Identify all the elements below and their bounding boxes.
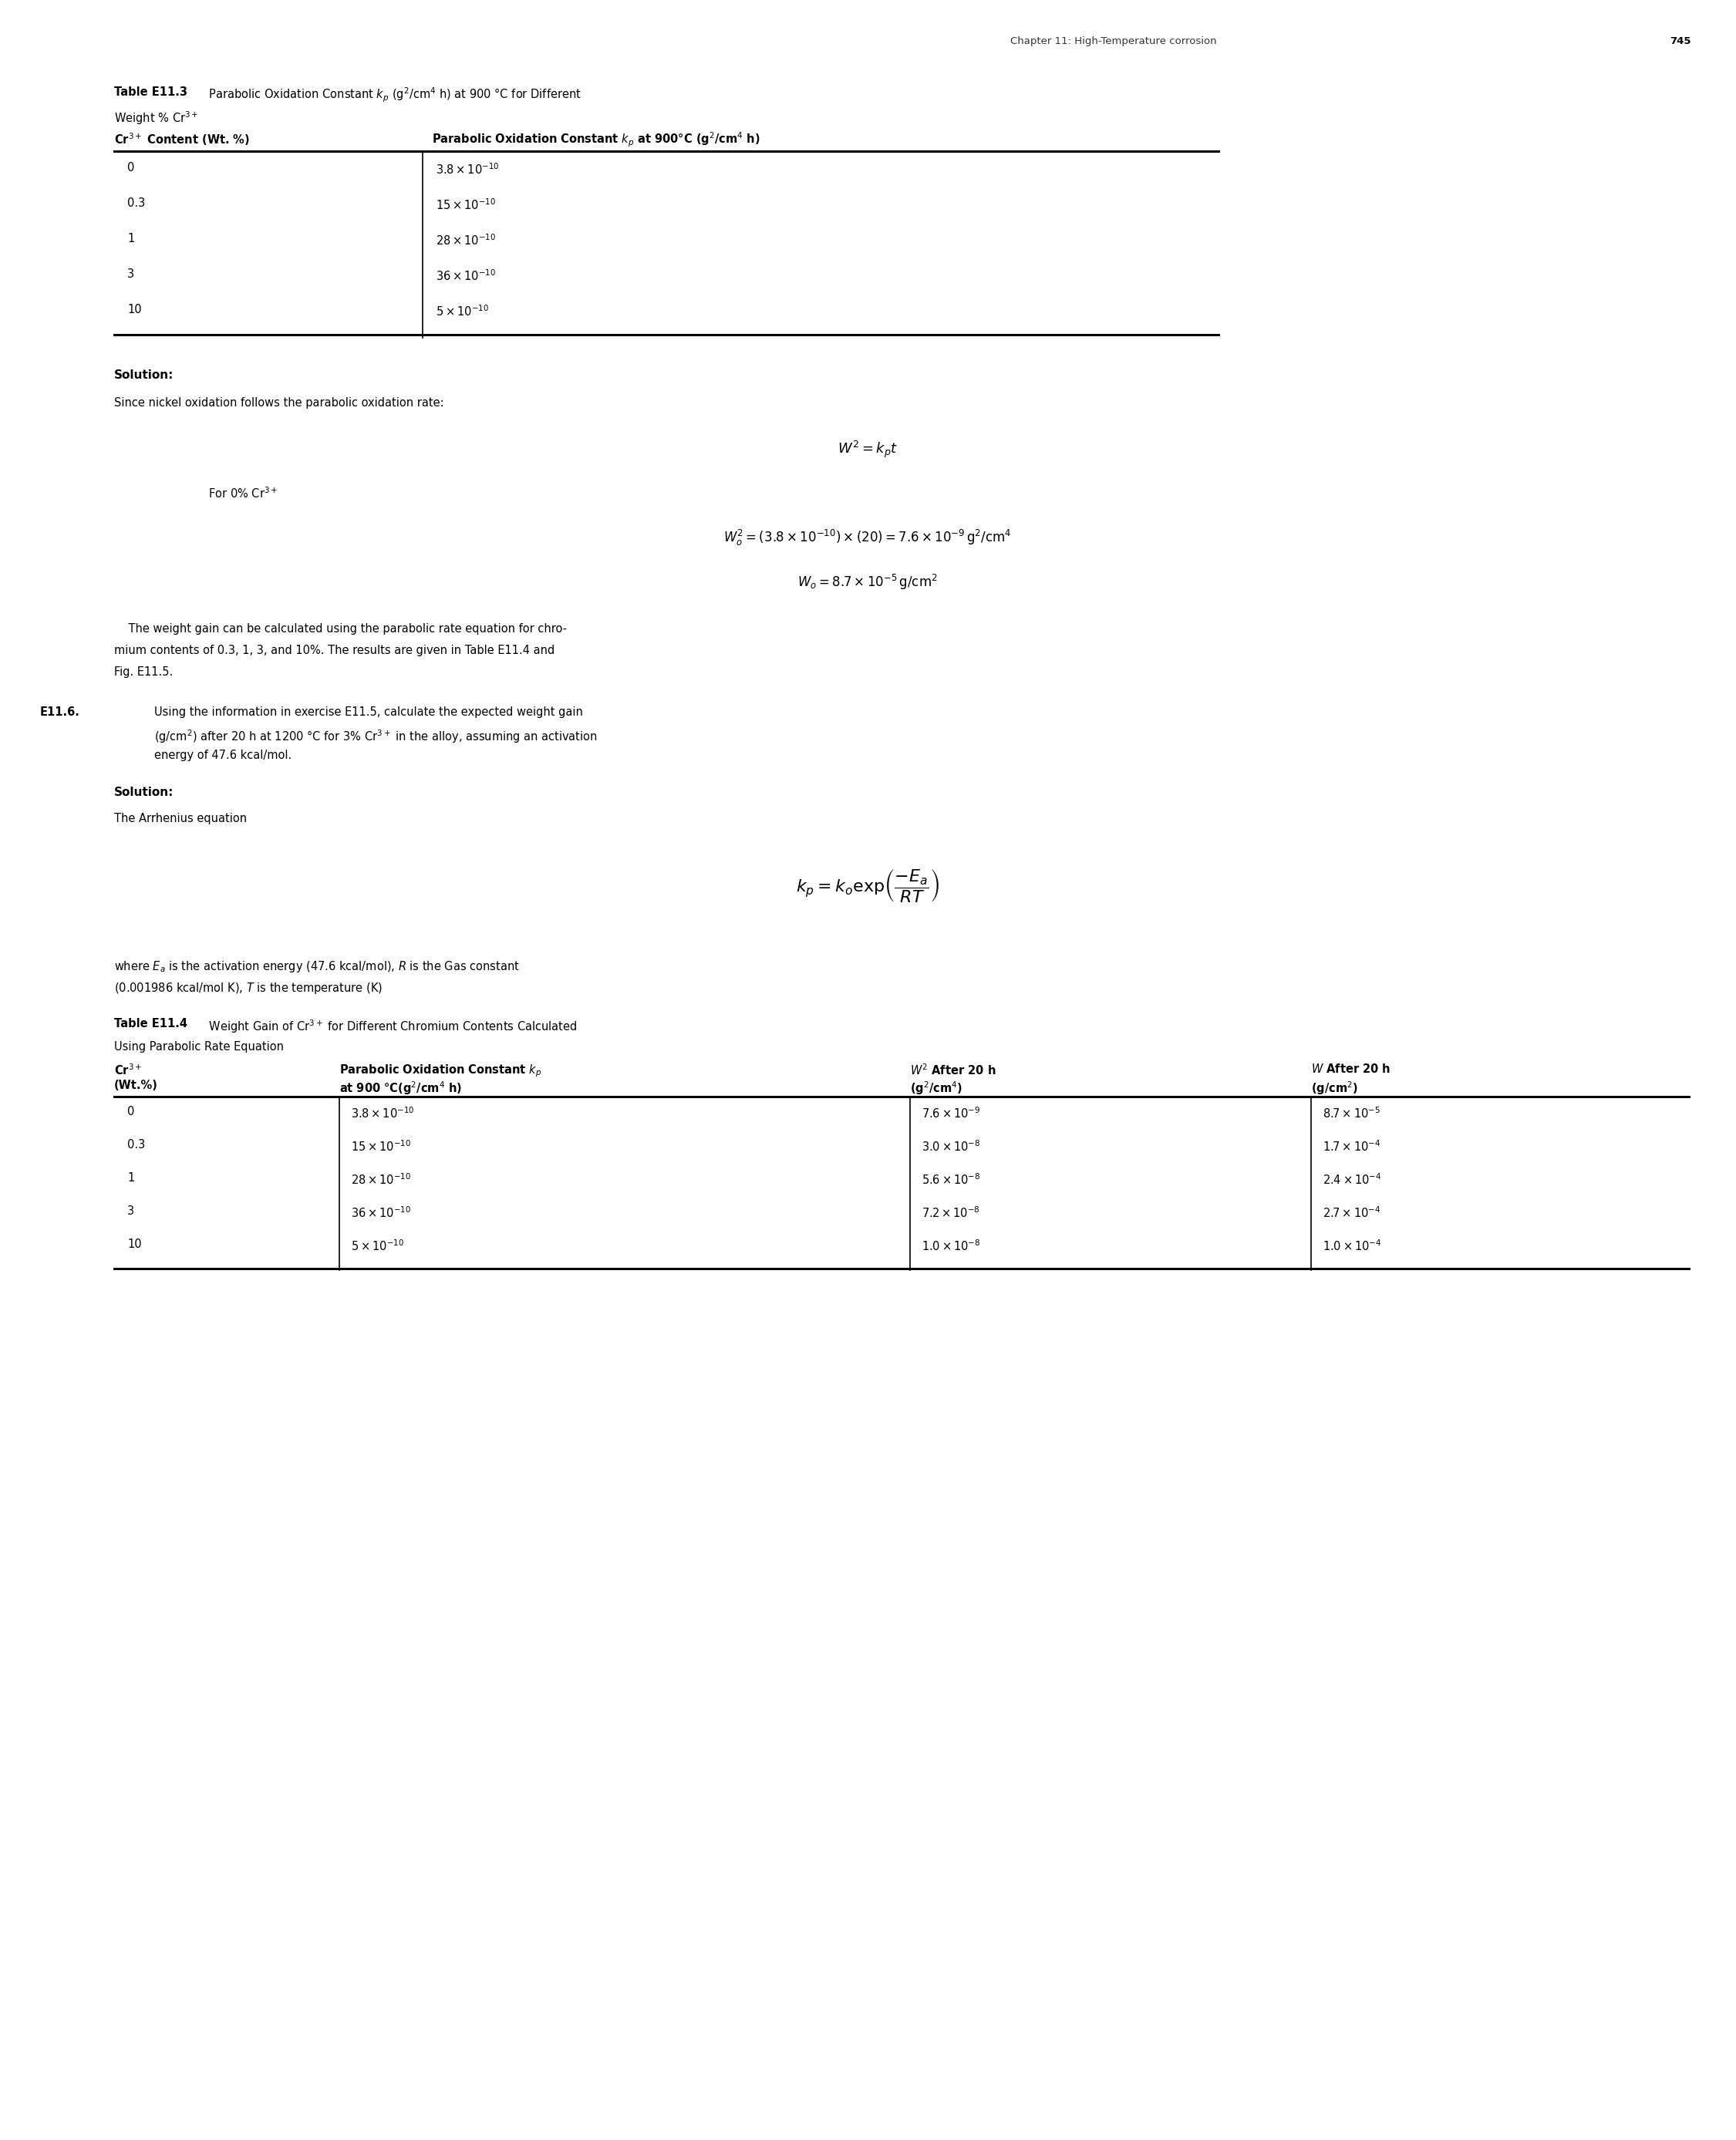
Text: Cr$^{3+}$ Content (Wt. %): Cr$^{3+}$ Content (Wt. %) (115, 131, 250, 148)
Text: $15 \times 10^{-10}$: $15 \times 10^{-10}$ (436, 197, 496, 212)
Text: $2.4 \times 10^{-4}$: $2.4 \times 10^{-4}$ (1323, 1173, 1382, 1186)
Text: For 0% Cr$^{3+}$: For 0% Cr$^{3+}$ (208, 486, 278, 501)
Text: (g/cm$^2$) after 20 h at 1200 °C for 3% Cr$^{3+}$ in the alloy, assuming an acti: (g/cm$^2$) after 20 h at 1200 °C for 3% … (155, 728, 597, 745)
Text: $8.7 \times 10^{-5}$: $8.7 \times 10^{-5}$ (1323, 1106, 1380, 1119)
Text: Using the information in exercise E11.5, calculate the expected weight gain: Using the information in exercise E11.5,… (155, 706, 583, 717)
Text: $1.0 \times 10^{-4}$: $1.0 \times 10^{-4}$ (1323, 1239, 1382, 1252)
Text: 0.3: 0.3 (127, 1138, 146, 1151)
Text: Since nickel oxidation follows the parabolic oxidation rate:: Since nickel oxidation follows the parab… (115, 398, 444, 409)
Text: $28 \times 10^{-10}$: $28 \times 10^{-10}$ (351, 1173, 411, 1186)
Text: 10: 10 (127, 1239, 142, 1250)
Text: $7.6 \times 10^{-9}$: $7.6 \times 10^{-9}$ (922, 1106, 981, 1119)
Text: (Wt.%): (Wt.%) (115, 1081, 158, 1091)
Text: energy of 47.6 kcal/mol.: energy of 47.6 kcal/mol. (155, 749, 292, 762)
Text: The Arrhenius equation: The Arrhenius equation (115, 813, 247, 824)
Text: Chapter 11: High-Temperature corrosion: Chapter 11: High-Temperature corrosion (1010, 36, 1217, 47)
Text: 745: 745 (1670, 36, 1691, 47)
Text: $3.8 \times 10^{-10}$: $3.8 \times 10^{-10}$ (436, 163, 500, 175)
Text: $36 \times 10^{-10}$: $36 \times 10^{-10}$ (351, 1205, 411, 1220)
Text: Table E11.4: Table E11.4 (115, 1019, 187, 1029)
Text: (g/cm$^2$): (g/cm$^2$) (1311, 1081, 1358, 1096)
Text: $5 \times 10^{-10}$: $5 \times 10^{-10}$ (351, 1239, 404, 1252)
Text: E11.6.: E11.6. (40, 706, 80, 717)
Text: $W_o^2 = (3.8 \times 10^{-10}) \times (20) = 7.6 \times 10^{-9}\,\mathrm{g}^2/\m: $W_o^2 = (3.8 \times 10^{-10}) \times (2… (724, 529, 1012, 548)
Text: Weight % Cr$^{3+}$: Weight % Cr$^{3+}$ (115, 109, 198, 126)
Text: (0.001986 kcal/mol K), $T$ is the temperature (K): (0.001986 kcal/mol K), $T$ is the temper… (115, 980, 382, 995)
Text: where $E_a$ is the activation energy (47.6 kcal/mol), $R$ is the Gas constant: where $E_a$ is the activation energy (47… (115, 959, 519, 974)
Text: Using Parabolic Rate Equation: Using Parabolic Rate Equation (115, 1040, 283, 1053)
Text: $1.7 \times 10^{-4}$: $1.7 \times 10^{-4}$ (1323, 1138, 1380, 1153)
Text: $W_o = 8.7 \times 10^{-5}\,\mathrm{g/cm}^2$: $W_o = 8.7 \times 10^{-5}\,\mathrm{g/cm}… (797, 574, 937, 591)
Text: $36 \times 10^{-10}$: $36 \times 10^{-10}$ (436, 268, 496, 282)
Text: 10: 10 (127, 304, 142, 315)
Text: Fig. E11.5.: Fig. E11.5. (115, 666, 174, 678)
Text: $W^2$ After 20 h: $W^2$ After 20 h (910, 1064, 996, 1076)
Text: at 900 °C(g$^2$/cm$^4$ h): at 900 °C(g$^2$/cm$^4$ h) (339, 1081, 462, 1096)
Text: Parabolic Oxidation Constant $k_p$: Parabolic Oxidation Constant $k_p$ (339, 1064, 542, 1079)
Text: 0: 0 (127, 1106, 134, 1117)
Text: $3.8 \times 10^{-10}$: $3.8 \times 10^{-10}$ (351, 1106, 415, 1119)
Text: The weight gain can be calculated using the parabolic rate equation for chro-: The weight gain can be calculated using … (115, 623, 568, 636)
Text: Solution:: Solution: (115, 788, 174, 798)
Text: Solution:: Solution: (115, 370, 174, 381)
Text: $W^2 = k_p t$: $W^2 = k_p t$ (837, 439, 898, 460)
Text: $2.7 \times 10^{-4}$: $2.7 \times 10^{-4}$ (1323, 1205, 1380, 1220)
Text: $7.2 \times 10^{-8}$: $7.2 \times 10^{-8}$ (922, 1205, 979, 1220)
Text: Weight Gain of Cr$^{3+}$ for Different Chromium Contents Calculated: Weight Gain of Cr$^{3+}$ for Different C… (205, 1019, 576, 1034)
Text: Cr$^{3+}$: Cr$^{3+}$ (115, 1064, 142, 1076)
Text: $28 \times 10^{-10}$: $28 \times 10^{-10}$ (436, 233, 496, 248)
Text: $3.0 \times 10^{-8}$: $3.0 \times 10^{-8}$ (922, 1138, 981, 1153)
Text: 0.3: 0.3 (127, 197, 146, 210)
Text: Parabolic Oxidation Constant $k_p$ at 900°C (g$^2$/cm$^4$ h): Parabolic Oxidation Constant $k_p$ at 90… (432, 131, 760, 150)
Text: Parabolic Oxidation Constant $k_p$ (g$^2$/cm$^4$ h) at 900 °C for Different: Parabolic Oxidation Constant $k_p$ (g$^2… (205, 86, 582, 105)
Text: $15 \times 10^{-10}$: $15 \times 10^{-10}$ (351, 1138, 411, 1153)
Text: $k_p = k_o\exp\!\left(\dfrac{-E_a}{RT}\right)$: $k_p = k_o\exp\!\left(\dfrac{-E_a}{RT}\r… (795, 867, 939, 903)
Text: Table E11.3: Table E11.3 (115, 86, 187, 98)
Text: (g$^2$/cm$^4$): (g$^2$/cm$^4$) (910, 1081, 962, 1096)
Text: 3: 3 (127, 268, 134, 280)
Text: 0: 0 (127, 163, 134, 173)
Text: $5 \times 10^{-10}$: $5 \times 10^{-10}$ (436, 304, 490, 319)
Text: 1: 1 (127, 1173, 134, 1183)
Text: 1: 1 (127, 233, 134, 244)
Text: $5.6 \times 10^{-8}$: $5.6 \times 10^{-8}$ (922, 1173, 981, 1186)
Text: 3: 3 (127, 1205, 134, 1218)
Text: mium contents of 0.3, 1, 3, and 10%. The results are given in Table E11.4 and: mium contents of 0.3, 1, 3, and 10%. The… (115, 644, 556, 657)
Text: $W$ After 20 h: $W$ After 20 h (1311, 1064, 1391, 1074)
Text: $1.0 \times 10^{-8}$: $1.0 \times 10^{-8}$ (922, 1239, 981, 1252)
